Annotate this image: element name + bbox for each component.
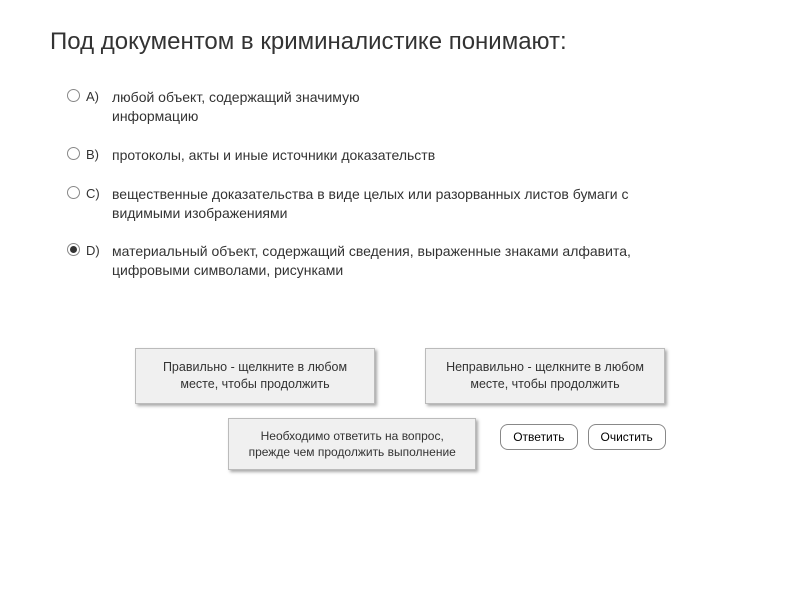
feedback-correct[interactable]: Правильно - щелкните в любом месте, чтоб… <box>135 348 375 404</box>
radio-b[interactable] <box>67 147 80 160</box>
options-list: A) любой объект, содержащий значимую инф… <box>60 88 750 280</box>
option-d[interactable]: D) материальный объект, содержащий сведе… <box>60 242 750 280</box>
option-text: протоколы, акты и иные источники доказат… <box>112 146 672 165</box>
option-letter: A) <box>86 88 112 104</box>
option-text: вещественные доказательства в виде целых… <box>112 185 672 223</box>
radio-wrap <box>60 88 86 102</box>
bottom-row: Необходимо ответить на вопрос, прежде че… <box>50 418 750 470</box>
option-letter: B) <box>86 146 112 162</box>
option-b[interactable]: B) протоколы, акты и иные источники дока… <box>60 146 750 165</box>
must-answer-prompt: Необходимо ответить на вопрос, прежде че… <box>228 418 476 470</box>
answer-button[interactable]: Ответить <box>500 424 577 450</box>
option-c[interactable]: C) вещественные доказательства в виде це… <box>60 185 750 223</box>
clear-button[interactable]: Очистить <box>588 424 666 450</box>
radio-wrap <box>60 146 86 160</box>
option-letter: D) <box>86 242 112 258</box>
radio-a[interactable] <box>67 89 80 102</box>
radio-d[interactable] <box>67 243 80 256</box>
button-group: Ответить Очистить <box>500 424 666 450</box>
option-a[interactable]: A) любой объект, содержащий значимую инф… <box>60 88 750 126</box>
option-letter: C) <box>86 185 112 201</box>
question-title: Под документом в криминалистике понимают… <box>50 28 750 56</box>
radio-wrap <box>60 185 86 199</box>
option-text: любой объект, содержащий значимую информ… <box>112 88 412 126</box>
option-text: материальный объект, содержащий сведения… <box>112 242 672 280</box>
radio-wrap <box>60 242 86 256</box>
feedback-row: Правильно - щелкните в любом месте, чтоб… <box>50 348 750 404</box>
radio-c[interactable] <box>67 186 80 199</box>
feedback-incorrect[interactable]: Неправильно - щелкните в любом месте, чт… <box>425 348 665 404</box>
